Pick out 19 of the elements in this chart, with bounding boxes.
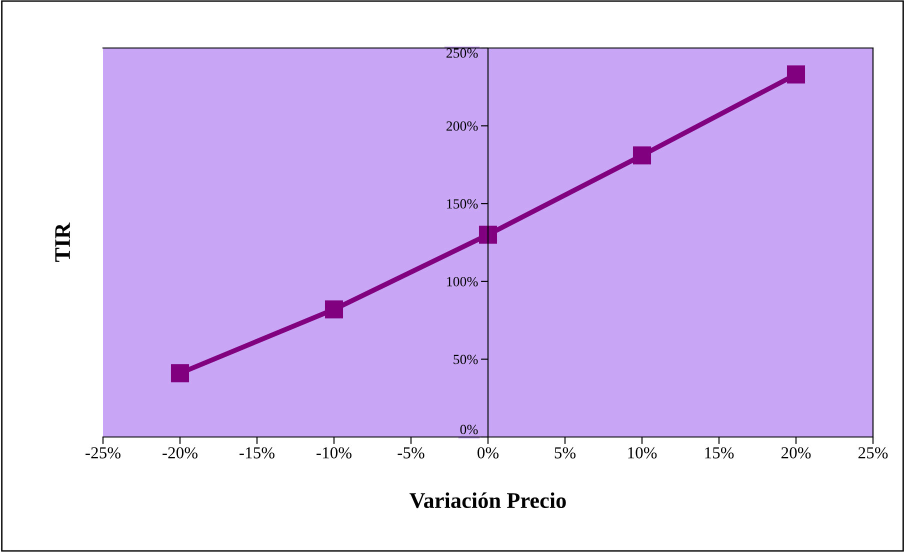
x-tick-label: -10% — [316, 447, 352, 459]
y-axis-title: TIR — [55, 222, 70, 262]
y-tick-label: 50% — [454, 354, 478, 364]
x-tick-label: -15% — [240, 447, 274, 459]
y-tick-label: 100% — [447, 276, 478, 286]
x-tick-label: 5% — [554, 447, 576, 459]
x-tick-label: 15% — [705, 447, 734, 459]
x-tick-label: 10% — [628, 447, 657, 459]
x-tick-label: 20% — [781, 447, 811, 459]
x-tick-label: -25% — [86, 447, 120, 459]
y-tick-label: 200% — [446, 121, 478, 131]
y-tick-label: 150% — [447, 199, 478, 209]
x-axis-title: Variación Precio — [410, 492, 566, 508]
x-tick-label: -5% — [398, 447, 424, 459]
x-tick-label: 0% — [478, 447, 499, 459]
x-tick-label: -20% — [162, 447, 198, 459]
y-tick-label: 0% — [460, 424, 478, 434]
x-tick-label: 25% — [858, 447, 888, 459]
y-tick-label: 250% — [446, 48, 478, 58]
